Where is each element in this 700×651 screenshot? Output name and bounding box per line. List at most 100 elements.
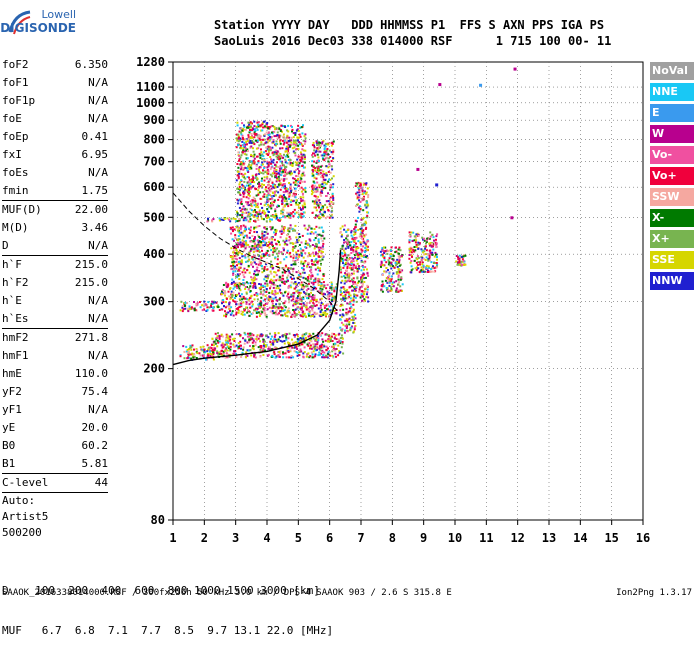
echo-point: [316, 273, 319, 276]
echo-point: [239, 243, 242, 246]
echo-point: [317, 255, 320, 258]
echo-point: [416, 263, 419, 266]
echo-point: [285, 334, 287, 337]
echo-point: [351, 280, 354, 283]
echo-point: [236, 245, 239, 248]
echo-point: [286, 251, 289, 254]
echo-point: [364, 299, 366, 302]
echo-point: [221, 335, 224, 338]
echo-point: [229, 313, 232, 316]
echo-point: [302, 355, 305, 358]
echo-point: [246, 126, 248, 129]
echo-point: [299, 187, 302, 190]
echo-point: [342, 352, 345, 355]
echo-point: [346, 318, 349, 321]
echo-point: [302, 160, 305, 163]
echo-point: [246, 157, 249, 160]
echo-point: [286, 234, 288, 237]
echo-point: [430, 268, 433, 270]
echo-point: [292, 267, 295, 270]
legend-item-sse: SSE: [650, 251, 694, 269]
echo-point: [461, 258, 464, 261]
echo-point: [238, 287, 241, 290]
echo-point: [436, 256, 438, 258]
echo-point: [306, 255, 309, 258]
echo-point: [243, 331, 246, 334]
echo-point: [240, 231, 243, 234]
echo-point: [259, 306, 261, 309]
echo-point: [275, 161, 278, 164]
echo-point: [183, 350, 186, 353]
echo-point: [300, 303, 303, 306]
echo-point: [251, 129, 253, 132]
param-row: D N/A: [2, 237, 108, 255]
echo-point: [428, 242, 431, 245]
echo-point: [279, 297, 281, 300]
echo-point: [428, 249, 431, 252]
echo-point: [249, 200, 252, 203]
echo-point: [287, 140, 290, 142]
y-tick-label: 1280: [136, 55, 165, 69]
echo-point: [247, 126, 250, 129]
echo-point: [277, 172, 280, 175]
echo-point: [262, 299, 265, 302]
echo-point: [300, 284, 303, 286]
echo-point: [260, 296, 263, 299]
echo-point: [288, 195, 291, 198]
echo-point: [397, 283, 400, 286]
echo-point: [301, 343, 304, 346]
echo-point: [301, 180, 304, 183]
echo-point: [263, 134, 266, 137]
echo-point: [231, 281, 233, 284]
echo-point: [273, 338, 276, 341]
echo-point: [364, 220, 367, 223]
echo-point: [237, 268, 240, 271]
echo-point: [274, 249, 277, 252]
echo-point: [233, 353, 236, 356]
echo-point: [345, 261, 347, 264]
echo-point: [277, 332, 280, 335]
echo-point: [275, 303, 278, 306]
echo-point: [309, 346, 312, 349]
param-name: yE: [2, 421, 16, 434]
echo-point: [258, 152, 261, 155]
echo-point: [238, 172, 241, 175]
echo-point: [272, 172, 274, 175]
echo-point: [271, 354, 274, 357]
echo-point: [337, 333, 340, 336]
echo-point: [317, 148, 320, 151]
echo-point: [313, 303, 316, 306]
echo-point: [220, 344, 223, 347]
echo-point: [236, 174, 239, 177]
echo-point: [325, 172, 328, 175]
echo-point: [221, 302, 223, 305]
echo-point: [274, 163, 277, 166]
echo-point: [340, 321, 343, 324]
echo-point: [315, 140, 318, 143]
echo-point: [278, 355, 281, 358]
echo-point: [365, 201, 368, 204]
param-row: foEp 0.41: [2, 128, 108, 146]
echo-point: [349, 244, 351, 247]
echo-point: [321, 173, 324, 176]
echo-point: [315, 245, 318, 248]
echo-point: [226, 305, 229, 308]
echo-point: [249, 306, 252, 309]
echo-point: [266, 162, 269, 165]
echo-point: [312, 313, 315, 316]
param-value: 3.46: [81, 221, 109, 234]
echo-point: [277, 278, 280, 281]
echo-point: [306, 232, 309, 235]
echo-point: [429, 235, 432, 238]
echo-point: [248, 334, 251, 336]
param-row: C-level 44: [2, 474, 108, 492]
echo-point: [247, 171, 250, 173]
echo-point: [294, 314, 297, 317]
echo-point: [244, 247, 247, 250]
echo-point: [291, 172, 293, 175]
echo-point: [280, 209, 283, 212]
echo-point: [269, 156, 272, 158]
echo-point: [257, 311, 260, 314]
echo-point: [319, 212, 322, 215]
echo-point: [234, 218, 237, 221]
